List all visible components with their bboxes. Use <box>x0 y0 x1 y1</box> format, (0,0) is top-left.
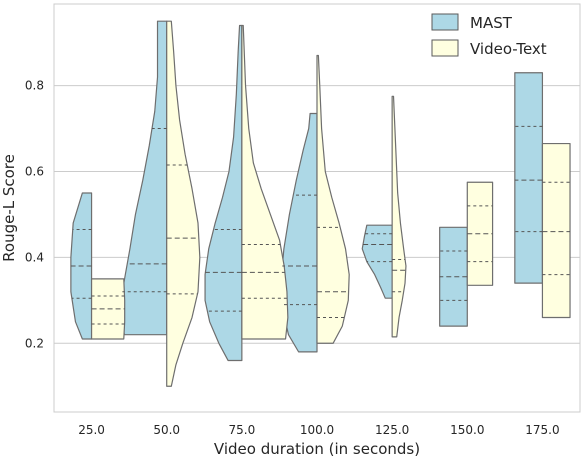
y-axis-label: Rouge-L Score <box>0 154 18 262</box>
x-tick-label: 50.0 <box>153 423 180 437</box>
x-tick-label: 100.0 <box>300 423 334 437</box>
violin-mast <box>204 24 243 362</box>
legend-label-video-text: Video-Text <box>470 40 547 58</box>
violin-video-text <box>541 142 571 319</box>
violin-mast <box>439 226 468 327</box>
y-tick-label: 0.8 <box>25 79 44 93</box>
violin-video-text <box>316 54 350 344</box>
x-tick-labels: 25.0 50.0 75.0 100.0 125.0 150.0 175.0 <box>78 423 559 437</box>
x-tick-label: 125.0 <box>375 423 409 437</box>
x-tick-label: 150.0 <box>450 423 484 437</box>
violin-video-text <box>391 95 407 338</box>
y-tick-labels: 0.2 0.4 0.6 0.8 <box>25 79 44 351</box>
y-tick-label: 0.6 <box>25 164 44 178</box>
x-tick-label: 25.0 <box>78 423 105 437</box>
violin-video-text <box>166 20 201 387</box>
legend: MAST Video-Text <box>431 13 547 58</box>
y-tick-label: 0.4 <box>25 250 44 264</box>
x-axis-label: Video duration (in seconds) <box>214 440 420 458</box>
legend-label-mast: MAST <box>470 14 513 32</box>
violin-mast <box>514 72 544 284</box>
plot-frame <box>53 3 581 413</box>
quartile-lines <box>70 125 571 325</box>
violin-mast <box>280 112 318 353</box>
x-tick-label: 175.0 <box>525 423 559 437</box>
violin-mast <box>120 20 168 336</box>
legend-swatch-mast <box>431 13 459 31</box>
y-tick-label: 0.2 <box>25 336 44 350</box>
violins <box>70 20 571 387</box>
violin-video-text <box>241 24 289 340</box>
legend-swatch-video-text <box>431 39 459 57</box>
x-tick-label: 75.0 <box>228 423 255 437</box>
